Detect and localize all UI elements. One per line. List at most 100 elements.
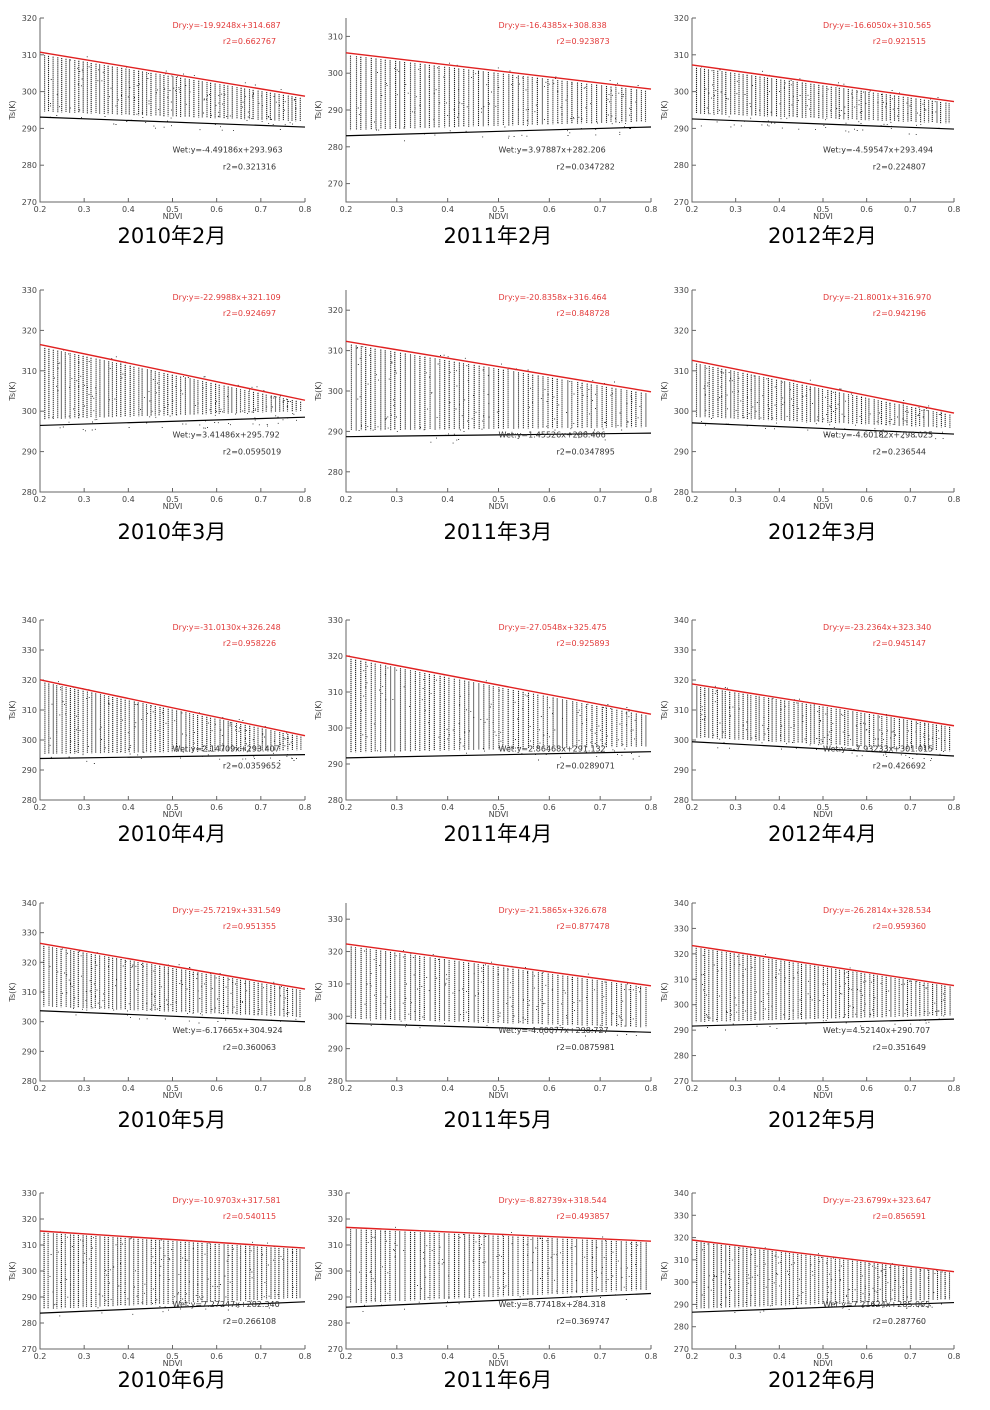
y-tick-label: 330 <box>22 929 37 938</box>
x-tick-label: 0.7 <box>594 1084 607 1093</box>
scatter-points <box>44 55 301 131</box>
point-outliers <box>701 949 945 1031</box>
point-streaks <box>696 1241 951 1309</box>
y-tick-label: 330 <box>674 286 689 295</box>
y-tick-label: 290 <box>22 766 37 775</box>
x-tick-label: 0.5 <box>817 205 830 214</box>
point-streaks <box>44 55 301 122</box>
wet-r2: r2=0.0347895 <box>556 447 614 456</box>
y-tick-label: 330 <box>328 1189 343 1198</box>
dry-equation: Dry:y=-8.82739x+318.544 <box>499 1196 607 1205</box>
dry-equation: Dry:y=-22.9988x+321.109 <box>173 293 281 302</box>
dry-edge-line <box>691 683 955 727</box>
y-tick-label: 290 <box>328 1293 343 1302</box>
wet-r2: r2=0.426692 <box>873 761 926 770</box>
x-tick-label: 0.7 <box>904 803 917 812</box>
x-tick-label: 0.4 <box>773 1352 786 1361</box>
y-tick-label: 310 <box>22 1241 37 1250</box>
x-tick-label: 0.8 <box>299 495 312 504</box>
y-tick-label: 320 <box>22 1215 37 1224</box>
y-tick-label: 300 <box>22 88 37 97</box>
point-streaks <box>695 67 950 124</box>
y-tick-label: 310 <box>22 367 37 376</box>
y-tick-label: 320 <box>22 326 37 335</box>
y-tick-label: 280 <box>674 1323 689 1332</box>
chart-panel-11: 280 290 300 310 320 330 0.2 0.3 0.4 0.5 0.6 0.7 0.8 N… <box>306 895 671 1103</box>
point-streaks <box>695 363 951 428</box>
y-tick-label: 280 <box>674 161 689 170</box>
y-axis-title: Ts(K) <box>660 1261 669 1281</box>
x-tick-label: 0.6 <box>543 495 556 504</box>
x-tick-label: 0.7 <box>254 1084 267 1093</box>
chart-panel-7: 280 290 300 310 320 330 340 0.2 0.3 0.4 0.5 0.6 0.7 0… <box>0 612 325 822</box>
dry-r2: r2=0.856591 <box>873 1212 926 1221</box>
wet-edge-line <box>345 751 652 759</box>
y-tick-label: 340 <box>674 899 689 908</box>
y-tick-label: 310 <box>674 1256 689 1265</box>
x-tick-label: 0.7 <box>254 495 267 504</box>
x-tick-label: 0.7 <box>904 495 917 504</box>
x-tick-label: 0.6 <box>860 495 873 504</box>
chart-svg: 280 290 300 310 320 330 0.2 0.3 0.4 0.5 0.6 0.7 0.8 N… <box>314 903 657 1100</box>
y-tick-label: 280 <box>22 488 37 497</box>
y-tick-label: 320 <box>674 950 689 959</box>
chart-caption: 2010年2月 <box>117 224 227 248</box>
point-outliers <box>49 56 297 131</box>
x-tick-label: 0.8 <box>948 803 961 812</box>
y-tick-label: 290 <box>674 124 689 133</box>
x-tick-label: 0.5 <box>166 1352 179 1361</box>
scatter-points <box>695 66 950 135</box>
wet-equation: Wet:y=-4.59547x+293.494 <box>823 145 933 154</box>
wet-edge-line <box>39 416 306 427</box>
x-tick-label: 0.4 <box>441 205 454 214</box>
y-tick-label: 300 <box>22 1018 37 1027</box>
y-axis-title: Ts(K) <box>314 1261 323 1281</box>
wet-equation: Wet:y=4.52140x+290.707 <box>823 1026 930 1035</box>
y-tick-label: 290 <box>674 1300 689 1309</box>
x-tick-label: 0.7 <box>594 205 607 214</box>
x-tick-label: 0.5 <box>817 495 830 504</box>
wet-equation: Wet:y=-4.60077x+298.727 <box>499 1026 609 1035</box>
y-axis-title: Ts(K) <box>8 381 17 401</box>
x-axis-title: NDVI <box>163 502 183 511</box>
x-tick-label: 0.4 <box>441 1084 454 1093</box>
chart-caption: 2010年6月 <box>117 1368 227 1392</box>
y-tick-label: 280 <box>674 1052 689 1061</box>
point-streaks <box>695 947 951 1023</box>
x-tick-label: 0.3 <box>390 495 403 504</box>
chart-svg: 280 290 300 310 320 330 340 0.2 0.3 0.4 0.5 0.6 0.7 0… <box>660 616 961 819</box>
x-tick-label: 0.2 <box>340 803 353 812</box>
chart-caption: 2010年4月 <box>117 822 227 846</box>
x-tick-label: 0.8 <box>645 495 658 504</box>
x-axis-title: NDVI <box>489 502 509 511</box>
wet-r2: r2=0.0359652 <box>223 761 281 770</box>
y-axis-title: Ts(K) <box>8 100 17 120</box>
point-outliers <box>49 948 297 1024</box>
y-axis-title: Ts(K) <box>314 381 323 401</box>
chart-caption: 2011年5月 <box>443 1108 553 1132</box>
y-tick-label: 290 <box>328 760 343 769</box>
chart-panel-14: 270 280 290 300 310 320 330 0.2 0.3 0.4 0.5 0.6 0.7 0… <box>306 1185 671 1371</box>
y-tick-label: 330 <box>674 646 689 655</box>
wet-edge-line <box>345 126 652 137</box>
chart-panel-15: 270 280 290 300 310 320 330 340 0.2 0.3 0.4 0.5 0.6 0… <box>652 1185 974 1371</box>
x-tick-label: 0.8 <box>948 205 961 214</box>
x-tick-label: 0.4 <box>773 205 786 214</box>
y-tick-label: 280 <box>328 468 343 477</box>
x-tick-label: 0.3 <box>390 803 403 812</box>
chart-svg: 270 280 290 300 310 320 0.2 0.3 0.4 0.5 0.6 0.7 0.8 N… <box>8 14 311 221</box>
y-tick-label: 320 <box>328 652 343 661</box>
y-tick-label: 300 <box>674 407 689 416</box>
y-tick-label: 320 <box>674 1234 689 1243</box>
wet-edge-line <box>691 741 955 757</box>
dry-r2: r2=0.923873 <box>556 37 609 46</box>
y-tick-label: 280 <box>328 1319 343 1328</box>
x-tick-label: 0.3 <box>78 495 91 504</box>
x-tick-label: 0.4 <box>441 1352 454 1361</box>
point-streaks <box>350 1229 647 1304</box>
wet-r2: r2=0.369747 <box>556 1317 609 1326</box>
y-tick-label: 270 <box>674 1077 689 1086</box>
chart-svg: 270 280 290 300 310 320 330 340 0.2 0.3 0.4 0.5 0.6 0… <box>660 899 960 1100</box>
y-tick-label: 310 <box>22 51 37 60</box>
y-tick-label: 330 <box>674 1211 689 1220</box>
